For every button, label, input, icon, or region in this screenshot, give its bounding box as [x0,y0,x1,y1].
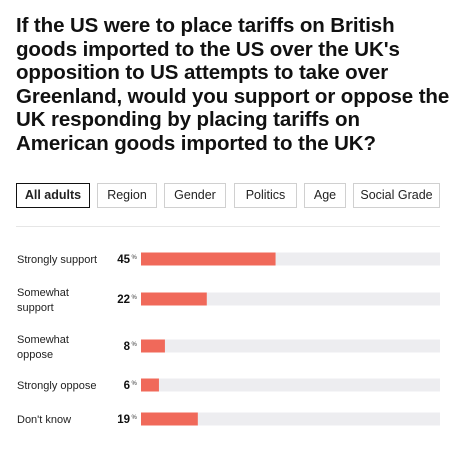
tab-social-grade[interactable]: Social Grade [353,183,440,208]
bar-track [141,292,440,306]
bar [141,339,165,353]
bar [141,378,159,392]
value-label: 6 [124,380,130,392]
unit-label: % [132,415,138,421]
tab-politics[interactable]: Politics [234,183,297,208]
category-label: Strongly oppose [17,380,97,392]
value-label: 45 [117,254,130,266]
tab-all-adults[interactable]: All adults [16,183,90,208]
category-label: Somewhat support [17,287,69,314]
bar-track [141,378,440,392]
category-label: Somewhat oppose [17,334,69,361]
tab-region[interactable]: Region [97,183,157,208]
bar [141,292,207,306]
category-label: Don't know [17,414,71,426]
value-label: 8 [124,341,131,353]
value-label: 22 [117,294,130,306]
bar-track [141,339,440,353]
divider [16,226,440,227]
tab-age[interactable]: Age [304,183,346,208]
unit-label: % [132,255,138,261]
unit-label: % [132,381,138,387]
bar [141,412,198,426]
unit-label: % [132,295,138,301]
tab-gender[interactable]: Gender [164,183,226,208]
question-title: If the US were to place tariffs on Briti… [16,14,450,155]
unit-label: % [132,342,138,348]
bar-track [141,412,440,426]
value-label: 19 [117,414,130,426]
category-label: Strongly support [17,254,97,266]
bar [141,252,276,266]
